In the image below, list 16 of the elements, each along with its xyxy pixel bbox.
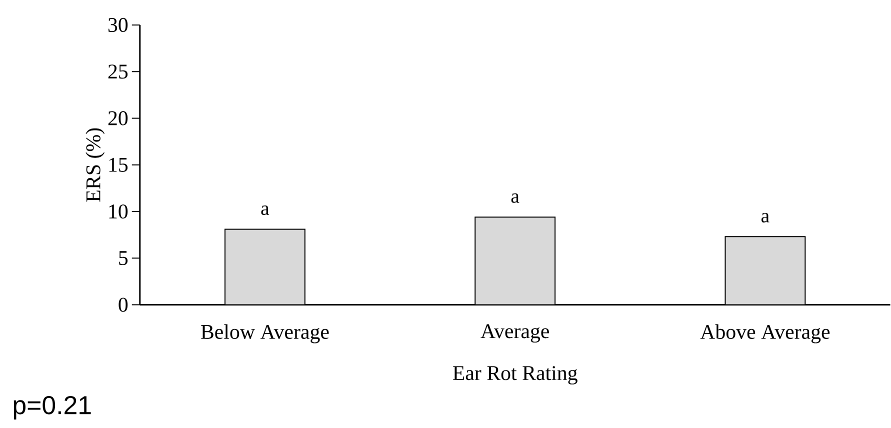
- y-tick-label: 25: [108, 64, 128, 79]
- y-tick-label: 15: [109, 158, 128, 172]
- y-axis-title: ERS (%): [86, 128, 105, 202]
- x-axis-title: Ear Rot Rating: [452, 366, 578, 385]
- x-tick-label: Average: [480, 324, 549, 343]
- annotation: a: [261, 206, 270, 216]
- y-tick-label: 0: [118, 298, 128, 312]
- x-tick-label: Below Average: [201, 324, 329, 344]
- y-tick-label: 5: [119, 251, 128, 266]
- text: p=0.21: [14, 396, 91, 420]
- annotation: a: [511, 194, 520, 204]
- y-tick-label: 20: [108, 111, 128, 126]
- y-tick-label: 10: [109, 204, 128, 219]
- y-tick-label: 30: [108, 18, 128, 32]
- annotation: a: [761, 213, 770, 223]
- x-tick-label: Above Average: [700, 324, 830, 344]
